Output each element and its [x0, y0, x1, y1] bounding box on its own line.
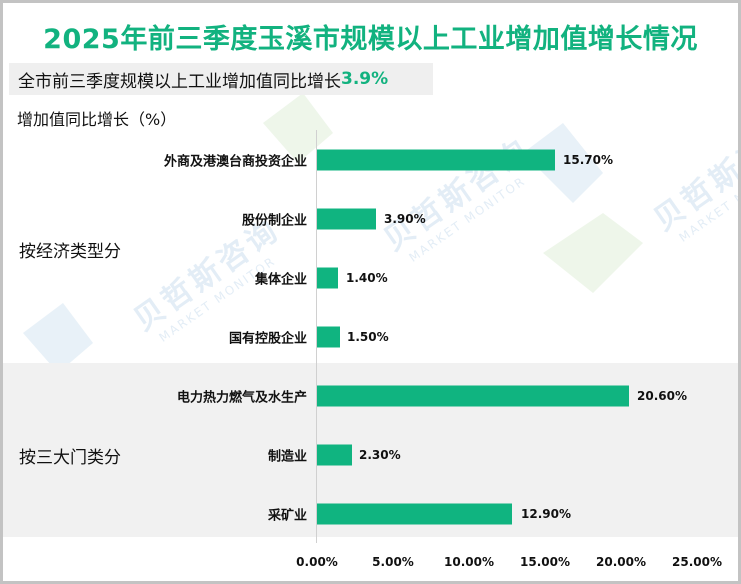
- x-tick: 25.00%: [672, 555, 722, 569]
- value-label: 1.40%: [346, 271, 388, 285]
- category-label: 采矿业: [267, 508, 307, 524]
- bar-state-controlled: [317, 326, 340, 348]
- y-axis-line: [316, 130, 317, 543]
- summary-highlight: 3.9%: [341, 69, 389, 89]
- watermark: 贝哲斯咨询 MARKET MONITOR: [647, 112, 741, 245]
- category-label: 集体企业: [254, 272, 307, 288]
- value-label: 3.90%: [384, 212, 426, 226]
- x-tick: 10.00%: [444, 555, 494, 569]
- summary-box: 全市前三季度规模以上工业增加值同比增长 3.9%: [9, 63, 433, 95]
- x-tick: 15.00%: [520, 555, 570, 569]
- value-label: 2.30%: [359, 448, 401, 462]
- group-label-three-sectors: 按三大门类分: [19, 448, 121, 468]
- category-label: 外商及港澳台商投资企业: [163, 154, 307, 170]
- category-label: 股份制企业: [241, 213, 307, 229]
- chart-title: 2025年前三季度玉溪市规模以上工业增加值增长情况: [43, 24, 698, 55]
- summary-text: 全市前三季度规模以上工业增加值同比增长: [18, 71, 341, 92]
- value-label: 20.60%: [637, 389, 687, 403]
- x-tick: 5.00%: [372, 555, 414, 569]
- value-label: 1.50%: [347, 330, 389, 344]
- bar-joint-stock: [317, 208, 376, 230]
- value-label: 15.70%: [563, 153, 613, 167]
- bar-mining: [317, 503, 512, 525]
- y-axis-title: 增加值同比增长（%）: [17, 110, 177, 129]
- bar-utilities: [317, 385, 629, 407]
- watermark: 贝哲斯咨询 MARKET MONITOR: [377, 132, 537, 265]
- value-label: 12.90%: [521, 507, 571, 521]
- bar-collective: [317, 267, 338, 289]
- bar-foreign-invested: [317, 149, 555, 171]
- group-label-economic-type: 按经济类型分: [19, 242, 121, 262]
- bar-manufacturing: [317, 444, 352, 466]
- category-label: 国有控股企业: [228, 331, 307, 347]
- x-tick: 20.00%: [596, 555, 646, 569]
- category-label: 制造业: [267, 449, 307, 465]
- category-label: 电力热力燃气及水生产: [176, 390, 307, 406]
- x-tick: 0.00%: [296, 555, 338, 569]
